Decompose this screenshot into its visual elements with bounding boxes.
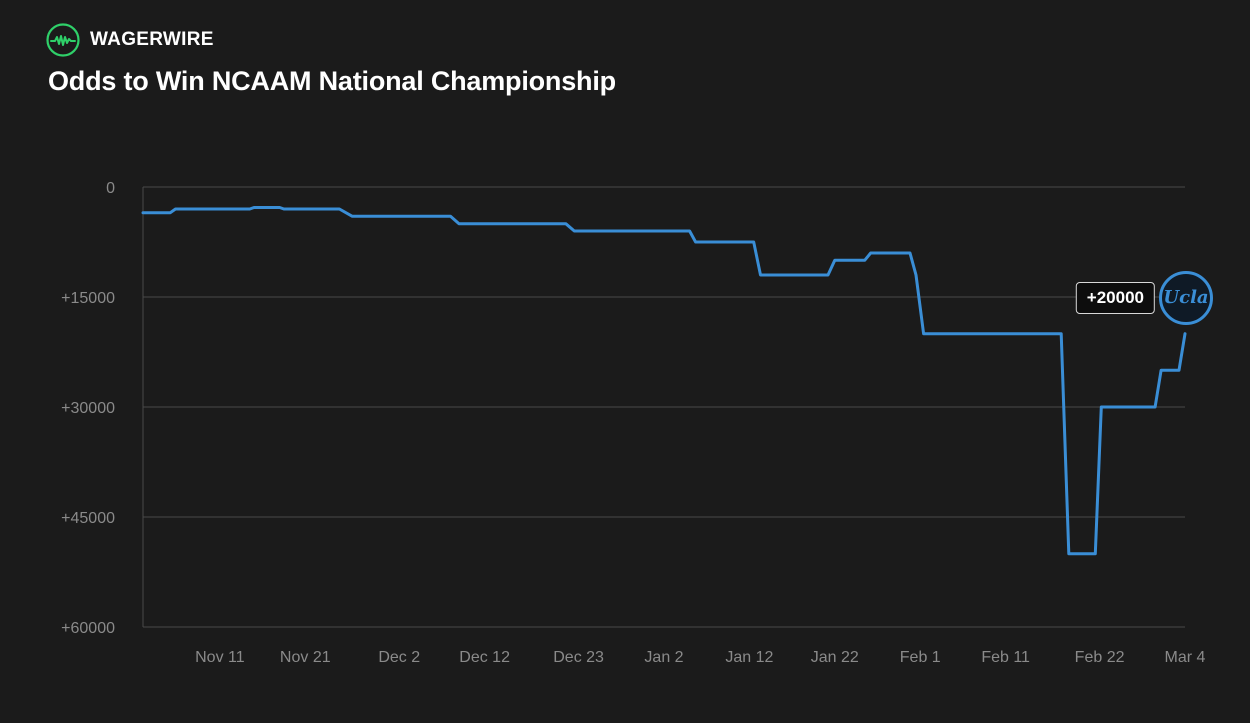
x-tick-label: Jan 2 [644, 649, 683, 666]
page-title: Odds to Win NCAAM National Championship [48, 66, 616, 96]
brand-header: WAGERWIRE [46, 23, 214, 57]
x-tick-label: Dec 12 [459, 649, 510, 666]
x-tick-label: Feb 11 [981, 649, 1030, 666]
x-tick-label: Nov 11 [195, 649, 245, 666]
y-tick-label: +15000 [61, 290, 115, 307]
x-tick-label: Nov 21 [280, 649, 331, 666]
axis-layer: 0 +15000 +30000 +45000 +60000 Nov 11 Nov 21 Dec… [61, 180, 1205, 666]
y-tick-label: +30000 [61, 400, 115, 417]
wave-icon [46, 23, 80, 57]
x-tick-label: Dec 23 [553, 649, 604, 666]
x-tick-label: Feb 22 [1075, 649, 1125, 666]
y-tick-label: 0 [106, 180, 115, 197]
current-odds-callout: +20000 [1075, 281, 1155, 314]
y-tick-label: +60000 [61, 620, 115, 637]
x-tick-label: Jan 12 [725, 649, 773, 666]
x-tick-label: Feb 1 [900, 649, 941, 666]
y-tick-label: +45000 [61, 510, 115, 527]
grid-layer [142, 186, 1185, 628]
ucla-logo-icon: Ucla [1159, 270, 1213, 325]
x-tick-label: Mar 4 [1165, 649, 1206, 666]
x-tick-label: Dec 2 [378, 649, 420, 666]
series-layer [141, 206, 1187, 556]
x-tick-label: Jan 22 [811, 649, 859, 666]
series-line [141, 206, 1187, 556]
brand-name: WAGERWIRE [90, 29, 214, 50]
